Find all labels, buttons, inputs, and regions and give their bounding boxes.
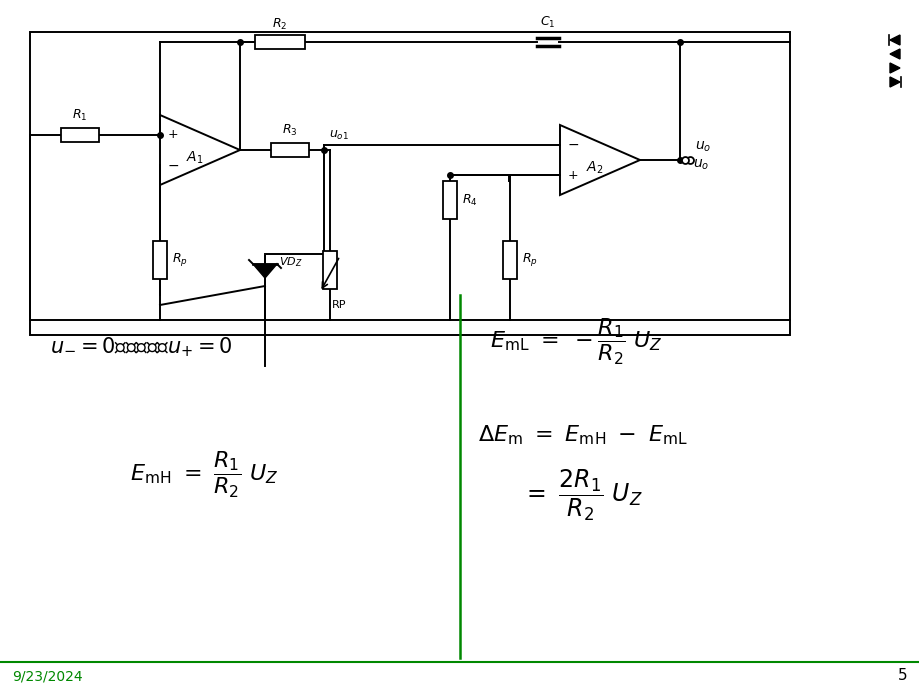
Bar — [323, 251, 336, 289]
Bar — [443, 181, 457, 219]
Text: $=\ \dfrac{2R_1}{R_2}\ U_Z$: $=\ \dfrac{2R_1}{R_2}\ U_Z$ — [521, 467, 642, 523]
Text: 下门限电位为: 下门限电位为 — [490, 302, 623, 322]
Text: −: − — [567, 137, 579, 152]
Text: −: − — [168, 159, 179, 172]
Text: 9/23/2024: 9/23/2024 — [12, 669, 83, 683]
Text: $E_{\rm mL}\ =\ -\dfrac{R_1}{R_2}\ U_Z$: $E_{\rm mL}\ =\ -\dfrac{R_1}{R_2}\ U_Z$ — [490, 317, 662, 367]
Text: $VD_Z$: $VD_Z$ — [278, 255, 302, 269]
Text: $R_p$: $R_p$ — [172, 251, 187, 268]
Text: $\Delta E_{\rm m}\ =\ E_{\rm mH}\ -\ E_{\rm mL}$: $\Delta E_{\rm m}\ =\ E_{\rm mH}\ -\ E_{… — [478, 423, 687, 447]
Bar — [255, 35, 305, 49]
Text: RP: RP — [332, 300, 346, 310]
Text: 上门限电位为: 上门限电位为 — [140, 408, 265, 428]
Text: $R_2$: $R_2$ — [272, 17, 288, 32]
Bar — [271, 143, 309, 157]
Text: $C_1$: $C_1$ — [539, 15, 555, 30]
Text: $R_p$: $R_p$ — [521, 251, 538, 268]
Bar — [503, 241, 516, 279]
Polygon shape — [253, 264, 277, 278]
Bar — [61, 128, 99, 141]
Text: $u_o$: $u_o$ — [694, 139, 710, 154]
Text: 则可求得电压比较器翻: 则可求得电压比较器翻 — [50, 375, 258, 395]
Text: 转时的: 转时的 — [50, 408, 112, 428]
Bar — [30, 32, 789, 335]
Polygon shape — [889, 49, 899, 59]
Text: 5: 5 — [897, 669, 907, 684]
Text: $R_4$: $R_4$ — [461, 193, 477, 208]
Text: 门限宽度为: 门限宽度为 — [490, 395, 601, 415]
Text: $R_1$: $R_1$ — [73, 108, 87, 123]
Text: $A_2$: $A_2$ — [585, 160, 603, 176]
Bar — [153, 241, 167, 279]
Text: +: + — [168, 128, 178, 141]
Text: +: + — [567, 169, 578, 182]
Polygon shape — [889, 35, 899, 45]
Polygon shape — [889, 77, 899, 87]
Text: $E_{\rm mH}\ =\ \dfrac{R_1}{R_2}\ U_Z$: $E_{\rm mH}\ =\ \dfrac{R_1}{R_2}\ U_Z$ — [130, 450, 278, 500]
Text: $R_3$: $R_3$ — [282, 123, 298, 138]
Text: $u_{-}=0$，  令 $u_{+}=0$: $u_{-}=0$， 令 $u_{+}=0$ — [50, 335, 233, 359]
Text: 由于此电压比较器的: 由于此电压比较器的 — [50, 302, 238, 322]
Text: $A_1$: $A_1$ — [186, 150, 203, 166]
Text: $u_o$: $u_o$ — [692, 158, 709, 172]
Polygon shape — [889, 63, 899, 73]
Text: $u_{o1}$: $u_{o1}$ — [329, 129, 348, 142]
